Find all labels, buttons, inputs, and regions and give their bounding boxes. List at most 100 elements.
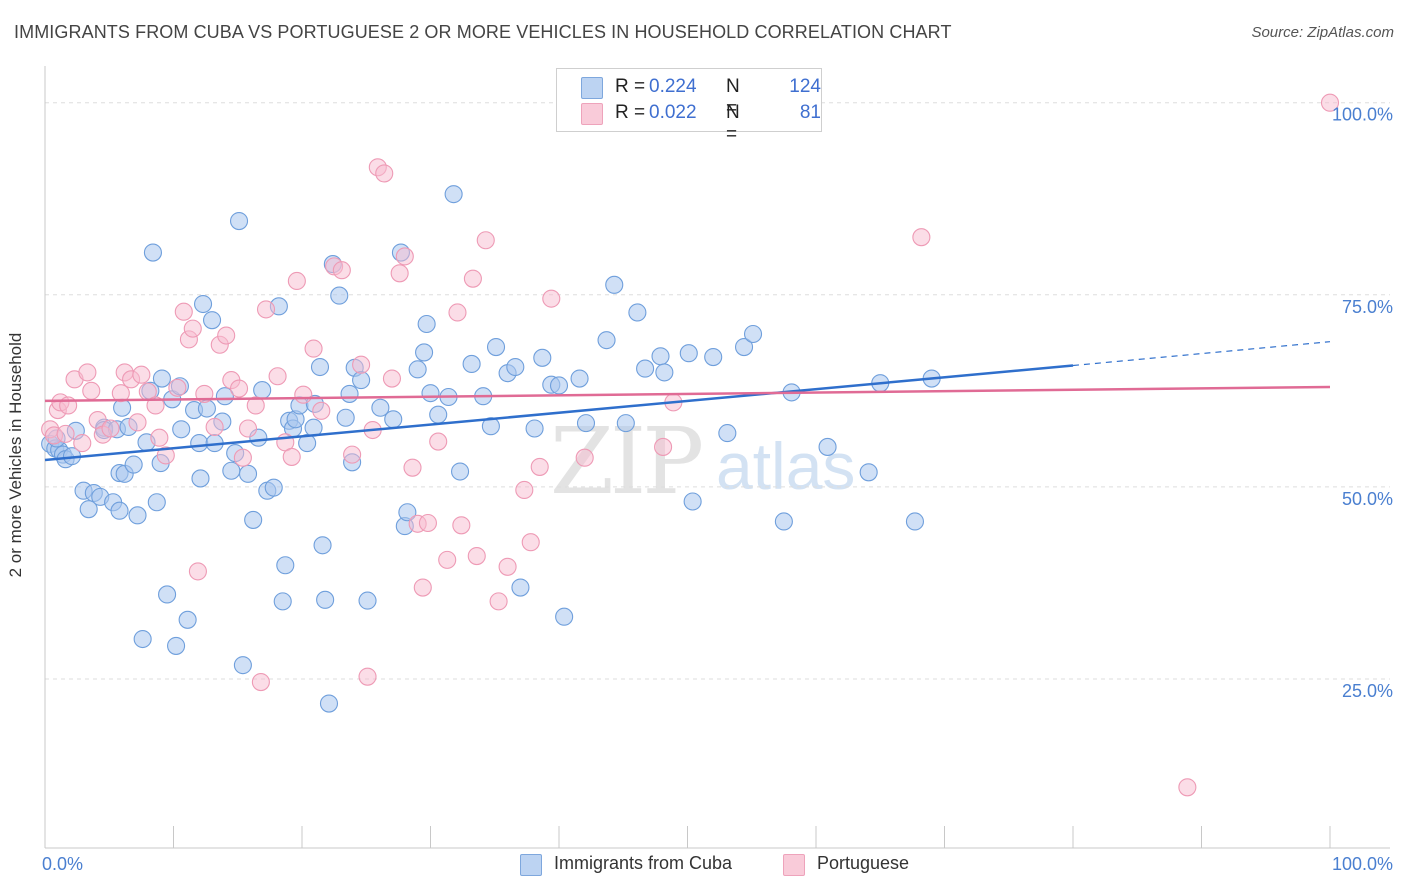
- cuba-point: [429, 405, 448, 424]
- portuguese-point: [542, 289, 561, 308]
- cuba-swatch: [520, 854, 542, 876]
- portuguese-point: [395, 247, 414, 266]
- portuguese-point: [256, 300, 276, 319]
- y-tick-label: 100.0%: [1332, 105, 1393, 125]
- portuguese-point: [467, 546, 486, 566]
- portuguese-point: [489, 592, 508, 611]
- cuba-point: [506, 357, 525, 377]
- cuba-point: [533, 348, 552, 367]
- cuba-point: [190, 434, 209, 453]
- portuguese-point: [1320, 93, 1340, 112]
- portuguese-point: [352, 355, 371, 374]
- x-tick-label: 100.0%: [1332, 854, 1393, 874]
- portuguese-point: [287, 271, 306, 291]
- portuguese-point: [1178, 778, 1197, 797]
- portuguese-point: [575, 448, 594, 467]
- cuba-point: [718, 424, 737, 443]
- portuguese-point: [912, 228, 931, 247]
- portuguese-point: [128, 413, 147, 432]
- y-tick-label: 75.0%: [1342, 297, 1393, 317]
- cuba-point: [158, 585, 177, 604]
- cuba-point: [133, 629, 152, 649]
- portuguese-point: [78, 363, 97, 382]
- cuba-swatch: [581, 77, 603, 99]
- cuba-point: [147, 493, 166, 512]
- cuba-point: [486, 338, 506, 357]
- cuba-point: [229, 212, 249, 231]
- legend-label-portuguese: Portuguese: [817, 853, 910, 873]
- portuguese-point: [304, 339, 323, 358]
- cuba-point: [152, 369, 171, 388]
- y-axis-label: 2 or more Vehicles in Household: [6, 332, 25, 578]
- portuguese-point: [498, 557, 517, 576]
- x-tick-label: 0.0%: [42, 854, 83, 874]
- cuba-point: [398, 503, 417, 522]
- portuguese-point: [515, 480, 534, 500]
- portuguese-point: [205, 417, 224, 437]
- tick-labels: 100.0% 75.0% 50.0% 25.0% 0.0% 100.0%: [42, 105, 1393, 874]
- cuba-point: [178, 610, 197, 629]
- portuguese-point: [476, 231, 495, 250]
- portuguese-point: [233, 448, 252, 467]
- portuguese-point: [150, 428, 169, 447]
- cuba-point: [679, 344, 698, 363]
- cuba-point: [655, 363, 674, 382]
- cuba-point: [636, 359, 655, 378]
- trend-lines: [44, 341, 1331, 462]
- cuba-point: [511, 578, 530, 597]
- cuba-point: [704, 347, 723, 367]
- legend-r-value: 0.224: [649, 76, 697, 97]
- cuba-point: [167, 636, 186, 655]
- cuba-point: [481, 417, 500, 436]
- cuba-point: [276, 556, 295, 575]
- portuguese-point: [156, 446, 175, 465]
- cuba-point: [628, 303, 647, 322]
- portuguese-point: [390, 264, 409, 283]
- portuguese-point: [168, 378, 187, 397]
- portuguese-point: [358, 667, 377, 686]
- portuguese-point: [413, 578, 432, 597]
- portuguese-trend-line: [44, 385, 1331, 403]
- legend-r-label: R =: [615, 76, 646, 97]
- cuba-point: [215, 387, 234, 406]
- cuba-point: [415, 343, 434, 362]
- portuguese-point: [238, 419, 258, 438]
- portuguese-point: [246, 396, 265, 415]
- cuba-point: [336, 408, 355, 427]
- cuba-point: [570, 369, 589, 388]
- legend-r-value: 0.022: [649, 102, 697, 123]
- cuba-point: [222, 461, 241, 480]
- chart-title: IMMIGRANTS FROM CUBA VS PORTUGUESE 2 OR …: [14, 22, 952, 42]
- cuba-point: [352, 371, 371, 390]
- cuba-point: [330, 286, 349, 305]
- cuba-point: [244, 510, 263, 529]
- cuba-point: [444, 185, 463, 204]
- legend-label-cuba: Immigrants from Cuba: [554, 853, 733, 873]
- cuba-point: [124, 455, 143, 474]
- portuguese-point: [343, 445, 362, 464]
- portuguese-point: [82, 381, 101, 400]
- portuguese-point: [56, 424, 75, 443]
- cuba-point: [191, 469, 210, 488]
- cuba-point: [371, 398, 390, 417]
- cuba-point: [253, 381, 272, 400]
- portuguese-swatch: [581, 103, 603, 125]
- portuguese-point: [217, 326, 236, 345]
- portuguese-point: [101, 419, 120, 438]
- portuguese-point: [452, 516, 471, 535]
- legend-r-label: R =: [615, 102, 646, 123]
- cuba-point: [203, 311, 222, 330]
- cuba-point: [683, 492, 702, 511]
- cuba-point: [525, 419, 544, 438]
- legend-n-value: 81: [799, 102, 821, 123]
- portuguese-point: [294, 385, 313, 404]
- source-label: Source: ZipAtlas.com: [1251, 24, 1394, 41]
- cuba-point: [555, 607, 574, 626]
- portuguese-point: [251, 672, 270, 692]
- cuba-point: [143, 243, 162, 262]
- cuba-point: [774, 512, 793, 531]
- cuba-point: [319, 694, 339, 713]
- portuguese-point: [375, 164, 394, 183]
- y-tick-label: 25.0%: [1342, 681, 1393, 701]
